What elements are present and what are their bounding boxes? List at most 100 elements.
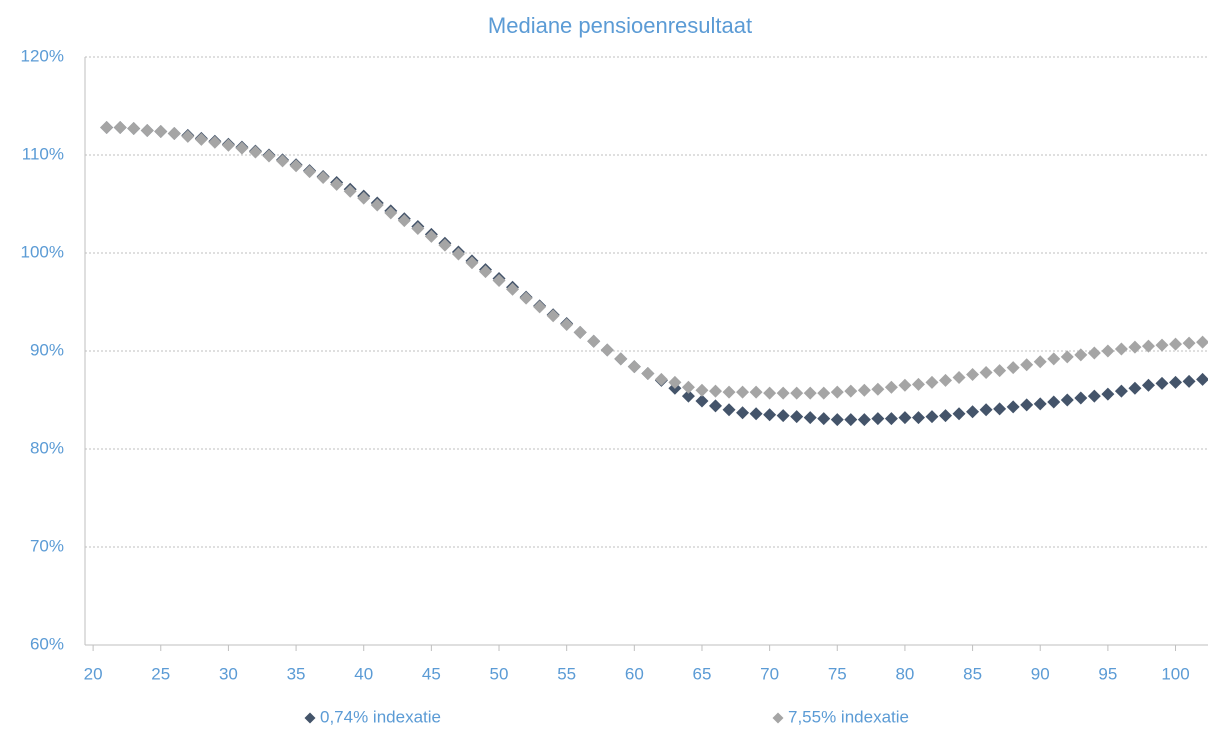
- point: [1169, 375, 1183, 389]
- y-tick-label: 120%: [21, 46, 64, 65]
- point: [709, 399, 723, 413]
- point: [817, 412, 831, 426]
- point: [884, 412, 898, 426]
- point: [1155, 376, 1169, 390]
- y-tick-label: 80%: [30, 438, 64, 457]
- point: [749, 407, 763, 421]
- point: [1060, 350, 1074, 364]
- point: [316, 171, 330, 185]
- point: [871, 412, 885, 426]
- point: [844, 384, 858, 398]
- point: [492, 273, 506, 287]
- x-tick-label: 30: [219, 664, 238, 683]
- point: [587, 334, 601, 348]
- point: [817, 386, 831, 400]
- point: [627, 360, 641, 374]
- point: [276, 154, 290, 168]
- point: [506, 282, 520, 296]
- x-tick-label: 25: [151, 664, 170, 683]
- x-tick-label: 20: [84, 664, 103, 683]
- point: [154, 124, 168, 138]
- point: [790, 386, 804, 400]
- point: [1169, 337, 1183, 351]
- point: [736, 406, 750, 420]
- point: [830, 385, 844, 399]
- y-tick-label: 60%: [30, 634, 64, 653]
- x-tick-label: 45: [422, 664, 441, 683]
- point: [1128, 340, 1142, 354]
- point: [1128, 381, 1142, 395]
- point: [911, 377, 925, 391]
- x-tick-label: 95: [1098, 664, 1117, 683]
- point: [993, 364, 1007, 378]
- point: [1074, 348, 1088, 362]
- point: [925, 410, 939, 424]
- point: [1033, 355, 1047, 369]
- point: [681, 380, 695, 394]
- point: [127, 122, 141, 136]
- point: [709, 384, 723, 398]
- x-tick-label: 60: [625, 664, 644, 683]
- point: [113, 121, 127, 135]
- point: [1196, 372, 1208, 386]
- point: [167, 126, 181, 140]
- point: [235, 141, 249, 155]
- point: [1141, 339, 1155, 353]
- point: [330, 177, 344, 191]
- point: [884, 380, 898, 394]
- point: [614, 352, 628, 366]
- point: [1155, 338, 1169, 352]
- point: [911, 411, 925, 425]
- point: [681, 389, 695, 403]
- x-tick-label: 35: [287, 664, 306, 683]
- point: [370, 198, 384, 212]
- point: [600, 343, 614, 357]
- point: [763, 408, 777, 422]
- point: [830, 413, 844, 427]
- point: [925, 375, 939, 389]
- point: [844, 413, 858, 427]
- point: [776, 409, 790, 423]
- point: [952, 370, 966, 384]
- point: [221, 138, 235, 152]
- point: [749, 385, 763, 399]
- point: [1141, 378, 1155, 392]
- x-tick-label: 90: [1031, 664, 1050, 683]
- x-tick-label: 70: [760, 664, 779, 683]
- point: [478, 265, 492, 279]
- point: [1020, 398, 1034, 412]
- point: [939, 373, 953, 387]
- point: [1006, 361, 1020, 375]
- point: [1060, 393, 1074, 407]
- point: [1087, 389, 1101, 403]
- y-tick-label: 110%: [22, 144, 64, 163]
- point: [722, 385, 736, 399]
- x-tick-label: 50: [490, 664, 509, 683]
- point: [357, 191, 371, 205]
- point: [1006, 400, 1020, 414]
- point: [1196, 335, 1208, 349]
- point: [194, 132, 208, 146]
- legend-label: 0,74% indexatie: [320, 707, 441, 726]
- point: [1101, 387, 1115, 401]
- point: [1101, 344, 1115, 358]
- point: [668, 375, 682, 389]
- point: [140, 124, 154, 137]
- point: [1020, 358, 1034, 372]
- point: [979, 366, 993, 380]
- point: [1033, 397, 1047, 411]
- point: [695, 394, 709, 408]
- point: [438, 238, 452, 252]
- point: [993, 402, 1007, 416]
- x-tick-label: 65: [693, 664, 712, 683]
- point: [857, 413, 871, 427]
- point: [1087, 346, 1101, 360]
- point: [763, 386, 777, 400]
- point: [776, 386, 790, 400]
- x-tick-label: 85: [963, 664, 982, 683]
- x-tick-label: 55: [557, 664, 576, 683]
- point: [208, 135, 222, 149]
- point: [384, 206, 398, 220]
- point: [1047, 395, 1061, 409]
